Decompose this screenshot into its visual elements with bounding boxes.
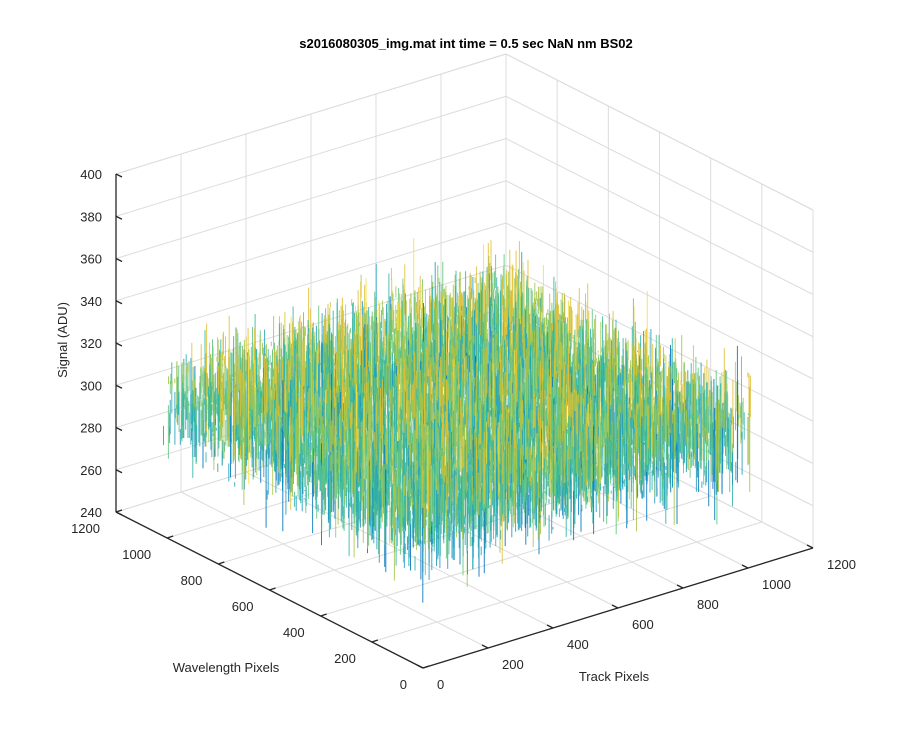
grid-line-sidewall-z: [505, 95, 814, 253]
grid-line-floor-y: [320, 495, 711, 617]
grid-line-backwall-z: [115, 222, 507, 344]
grid-line-sidewall-z: [505, 222, 814, 380]
grid-line-sidewall-z: [505, 180, 814, 338]
grid-line-sidewall-z: [505, 138, 814, 295]
grid-line-backwall-z: [115, 95, 507, 217]
grid-line-backwall-z: [115, 138, 507, 259]
grid-line-backwall-z: [115, 264, 507, 386]
surface-layer: [163, 238, 751, 603]
grid-line-backwall-z: [115, 180, 507, 302]
box-edge: [505, 53, 814, 211]
grid-line-floor-y: [371, 521, 762, 643]
box-edge: [115, 53, 507, 175]
